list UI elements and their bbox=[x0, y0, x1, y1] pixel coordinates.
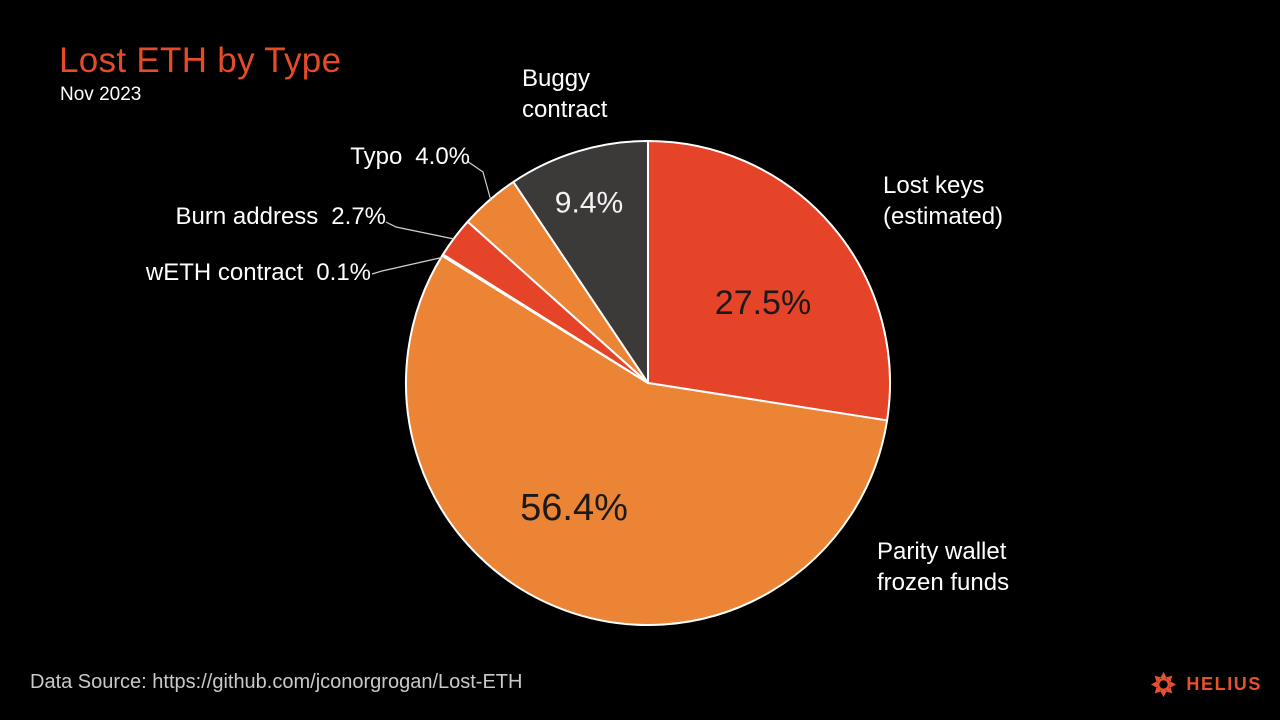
label-buggy-contract: Buggy contract bbox=[522, 63, 607, 125]
slice-percent-buggy-contract: 9.4% bbox=[555, 187, 623, 220]
label-buggy-line1: Buggy bbox=[522, 65, 591, 92]
helius-sunburst-icon bbox=[1151, 671, 1177, 698]
chart-subtitle: Nov 2023 bbox=[60, 84, 142, 105]
slice-percent-lost-keys-estimated: 27.5% bbox=[715, 284, 811, 322]
label-parity-wallet: Parity wallet frozen funds bbox=[877, 536, 1009, 598]
leader-line bbox=[371, 256, 445, 275]
data-source-text: Data Source: https://github.com/jconorgr… bbox=[30, 671, 523, 693]
pie-slice-buggy-contract[interactable] bbox=[512, 140, 649, 384]
label-weth-value: 0.1% bbox=[316, 259, 371, 286]
leader-line bbox=[466, 160, 492, 202]
label-lost-keys: Lost keys (estimated) bbox=[883, 170, 1003, 232]
helius-wordmark: HELIUS bbox=[1186, 674, 1262, 694]
slice-percent-parity-wallet-frozen-funds: 56.4% bbox=[520, 487, 628, 529]
leader-line bbox=[385, 221, 455, 240]
label-weth-contract: wETH contract 0.1% bbox=[146, 257, 371, 288]
label-lost-keys-line1: Lost keys bbox=[883, 172, 985, 199]
helius-logo: HELIUS bbox=[1150, 671, 1262, 698]
pie-slice-parity-wallet-frozen-funds[interactable] bbox=[405, 254, 889, 626]
label-burn-name: Burn address bbox=[175, 203, 319, 230]
label-parity-line2: frozen funds bbox=[877, 569, 1010, 596]
pie-slice-lost-keys-estimated[interactable] bbox=[647, 140, 892, 422]
label-parity-line1: Parity wallet bbox=[877, 538, 1007, 565]
label-typo-value: 4.0% bbox=[415, 143, 470, 170]
label-buggy-line2: contract bbox=[522, 96, 608, 123]
label-lost-keys-line2: (estimated) bbox=[883, 203, 1004, 230]
label-burn-value: 2.7% bbox=[331, 203, 386, 230]
label-burn-address: Burn address 2.7% bbox=[176, 201, 386, 232]
label-typo-name: Typo bbox=[350, 143, 403, 170]
label-weth-name: wETH contract bbox=[145, 259, 304, 286]
page-title: Lost ETH by Type bbox=[59, 41, 342, 80]
label-typo: Typo 4.0% bbox=[350, 141, 470, 172]
